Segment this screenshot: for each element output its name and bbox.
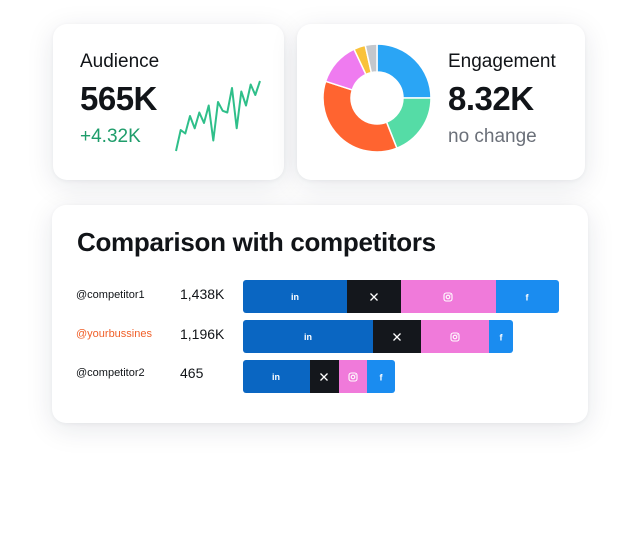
x-icon — [392, 332, 402, 342]
svg-text:in: in — [304, 332, 312, 342]
audience-card: Audience 565K +4.32K — [53, 24, 284, 180]
sparkline-line — [175, 80, 261, 152]
facebook-icon: f — [496, 332, 506, 342]
row-count: 1,196K — [180, 326, 225, 342]
bar-segment-x — [347, 280, 401, 313]
bar-segment-facebook: f — [488, 320, 514, 353]
comparison-bar: in f — [243, 320, 514, 353]
engagement-label: Engagement — [448, 51, 556, 72]
row-handle: @competitor1 — [76, 289, 145, 301]
engagement-card: Engagement 8.32K no change — [297, 24, 585, 180]
engagement-value: 8.32K — [448, 80, 534, 117]
donut-slice-linkedin — [376, 43, 432, 99]
comparison-bar: in f — [243, 360, 395, 393]
x-icon — [369, 292, 379, 302]
donut-slice-gray — [364, 43, 378, 74]
comparison-card: Comparison with competitors @competitor1… — [52, 205, 588, 423]
linkedin-icon: in — [271, 372, 281, 382]
engagement-change: no change — [448, 126, 537, 147]
bar-segment-facebook: f — [367, 360, 395, 393]
bar-segment-x — [309, 360, 339, 393]
svg-text:f: f — [526, 292, 530, 302]
facebook-icon: f — [376, 372, 386, 382]
instagram-icon — [450, 331, 460, 342]
comparison-title: Comparison with competitors — [77, 227, 436, 257]
audience-label: Audience — [80, 51, 160, 72]
facebook-icon: f — [522, 292, 532, 302]
svg-text:f: f — [380, 372, 384, 382]
bar-segment-instagram — [338, 360, 368, 393]
row-handle: @competitor2 — [76, 367, 145, 379]
comparison-bar: in f — [243, 280, 559, 313]
row-handle: @yourbussines — [76, 328, 152, 340]
bar-segment-instagram — [400, 280, 496, 313]
bar-segment-instagram — [421, 320, 489, 353]
x-icon — [319, 372, 329, 382]
instagram-icon — [443, 291, 453, 302]
audience-change: +4.32K — [80, 126, 141, 147]
audience-value: 565K — [80, 80, 157, 117]
svg-text:in: in — [291, 292, 299, 302]
linkedin-icon: in — [290, 292, 300, 302]
audience-sparkline — [175, 80, 261, 152]
svg-text:f: f — [499, 332, 503, 342]
bar-segment-linkedin: in — [243, 320, 373, 353]
bar-segment-x — [372, 320, 422, 353]
svg-text:in: in — [272, 372, 280, 382]
donut-slice-orange — [322, 80, 398, 153]
row-count: 1,438K — [180, 286, 225, 302]
bar-segment-linkedin: in — [243, 360, 310, 393]
row-count: 465 — [180, 365, 204, 381]
linkedin-icon: in — [303, 332, 313, 342]
engagement-donut-chart — [322, 43, 432, 153]
instagram-icon — [348, 371, 358, 382]
bar-segment-linkedin: in — [243, 280, 348, 313]
bar-segment-facebook: f — [495, 280, 559, 313]
